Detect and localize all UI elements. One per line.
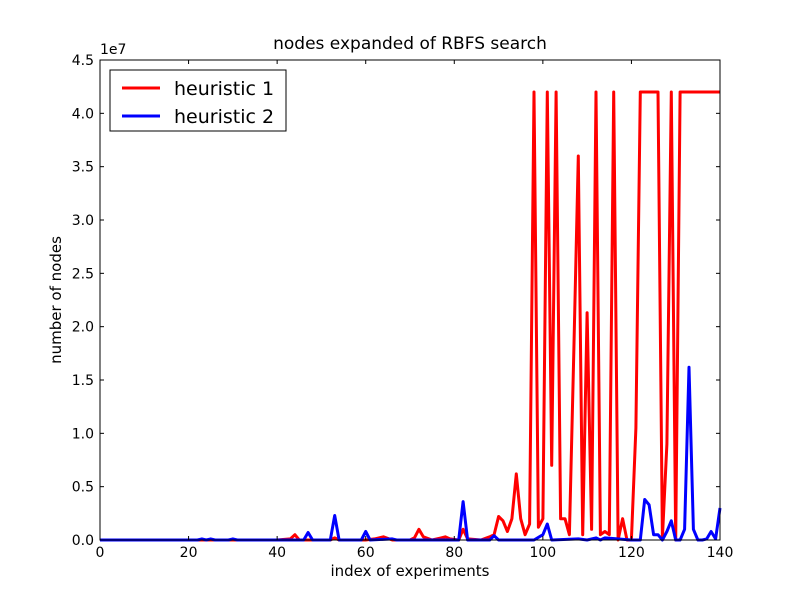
legend: heuristic 1 heuristic 2 bbox=[109, 69, 287, 132]
x-tick-label: 80 bbox=[445, 545, 463, 561]
y-axis-label: number of nodes bbox=[47, 236, 65, 364]
x-tick-label: 0 bbox=[96, 545, 105, 561]
x-tick-label: 40 bbox=[268, 545, 286, 561]
y-tick-label: 1.0 bbox=[72, 426, 94, 442]
legend-box bbox=[109, 69, 287, 132]
tick-layer: 0 20 40 60 80 100 120 140 0.0 0.5 1.0 1.5 2.0 2.5 3.0 3… bbox=[72, 53, 734, 561]
x-axis-label: index of experiments bbox=[330, 562, 489, 580]
x-tick-label: 20 bbox=[180, 545, 198, 561]
legend-label-heuristic-1: heuristic 1 bbox=[174, 78, 274, 100]
y-tick-label: 1.5 bbox=[72, 373, 94, 389]
y-tick-label: 2.0 bbox=[72, 320, 94, 336]
y-tick-label: 0.0 bbox=[72, 533, 94, 549]
plot-frame bbox=[99, 59, 721, 541]
y-tick-label: 4.5 bbox=[72, 53, 94, 69]
y-offset-text: 1e7 bbox=[100, 42, 126, 58]
y-tick-label: 2.5 bbox=[72, 266, 94, 282]
y-tick-label: 4.0 bbox=[72, 106, 94, 122]
y-tick-label: 3.5 bbox=[72, 160, 94, 176]
x-tick-label: 120 bbox=[618, 545, 645, 561]
chart-title: nodes expanded of RBFS search bbox=[273, 34, 547, 54]
x-tick-label: 140 bbox=[707, 545, 734, 561]
y-tick-label: 0.5 bbox=[72, 480, 94, 496]
legend-label-heuristic-2: heuristic 2 bbox=[174, 106, 274, 128]
x-tick-label: 60 bbox=[357, 545, 375, 561]
x-tick-label: 100 bbox=[529, 545, 556, 561]
y-tick-label: 3.0 bbox=[72, 213, 94, 229]
